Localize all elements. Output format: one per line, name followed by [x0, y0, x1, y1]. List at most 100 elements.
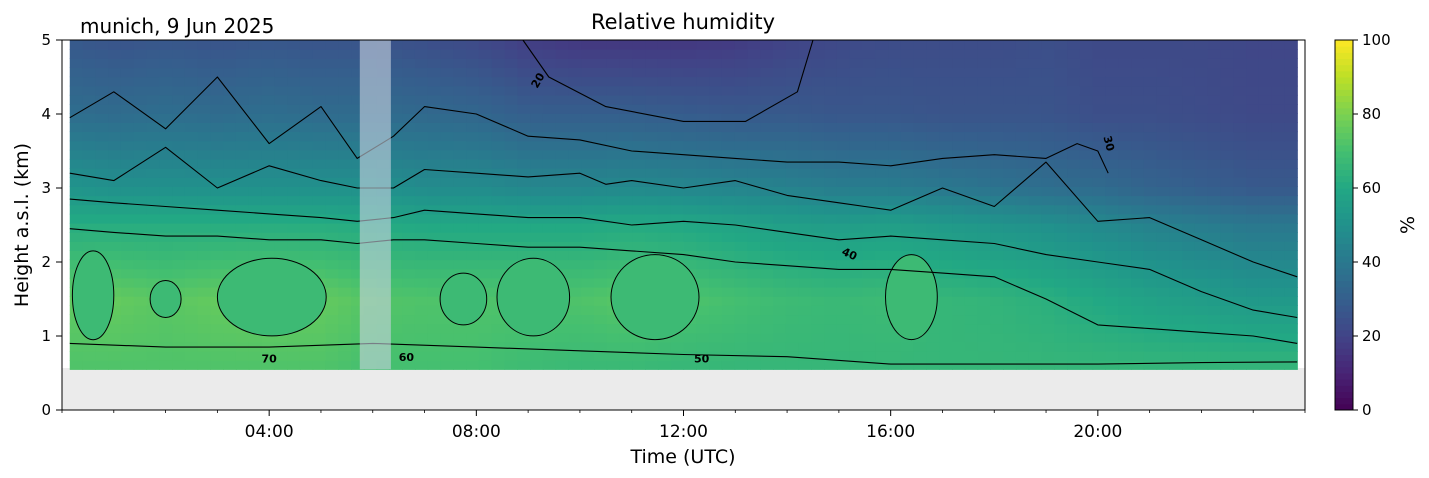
- heatmap-cell: [1041, 104, 1055, 114]
- heatmap-cell: [990, 341, 1004, 352]
- heatmap-cell: [568, 168, 582, 178]
- heatmap-cell: [338, 314, 352, 325]
- heatmap-cell: [964, 241, 979, 251]
- heatmap-cell: [1079, 232, 1094, 242]
- heatmap-cell: [338, 94, 352, 105]
- heatmap-cell: [657, 241, 672, 251]
- heatmap-cell: [1156, 286, 1170, 297]
- heatmap-cell: [504, 341, 518, 352]
- heatmap-cell: [351, 232, 365, 242]
- heatmap-cell: [172, 305, 186, 316]
- heatmap-cell: [734, 58, 749, 69]
- heatmap-cell: [1079, 222, 1094, 233]
- heatmap-cell: [351, 195, 365, 206]
- heatmap-cell: [159, 158, 173, 169]
- heatmap-cell: [466, 113, 480, 123]
- heatmap-cell: [427, 76, 442, 87]
- heatmap-cell: [210, 277, 224, 288]
- heatmap-cell: [172, 250, 186, 261]
- heatmap-cell: [261, 204, 275, 215]
- heatmap-cell: [939, 49, 953, 59]
- heatmap-cell: [568, 131, 582, 142]
- heatmap-cell: [632, 241, 646, 251]
- colorbar-segment: [1335, 58, 1353, 66]
- heatmap-cell: [670, 195, 685, 206]
- heatmap-cell: [1041, 140, 1055, 151]
- heatmap-cell: [568, 351, 582, 361]
- heatmap-cell: [581, 149, 595, 160]
- heatmap-cell: [1079, 332, 1094, 343]
- heatmap-cell: [197, 323, 212, 334]
- heatmap-cell: [1233, 76, 1247, 87]
- heatmap-cell: [389, 360, 403, 370]
- heatmap-cell: [261, 58, 275, 69]
- heatmap-cell: [990, 241, 1004, 251]
- heatmap-cell: [670, 351, 685, 361]
- heatmap-cell: [351, 177, 365, 187]
- heatmap-cell: [632, 168, 646, 178]
- heatmap-cell: [581, 296, 595, 306]
- heatmap-cell: [287, 67, 301, 78]
- heatmap-cell: [1079, 195, 1094, 206]
- heatmap-cell: [632, 113, 646, 123]
- heatmap-cell: [197, 149, 212, 160]
- heatmap-cell: [325, 177, 339, 187]
- heatmap-cell: [351, 296, 365, 306]
- heatmap-cell: [1258, 314, 1273, 325]
- heatmap-cell: [1041, 85, 1055, 96]
- heatmap-cell: [440, 158, 454, 169]
- heatmap-cell: [338, 40, 352, 50]
- heatmap-cell: [824, 58, 838, 69]
- heatmap-cell: [1067, 323, 1081, 334]
- heatmap-cell: [619, 94, 633, 105]
- heatmap-cell: [747, 259, 761, 270]
- heatmap-cell: [939, 341, 953, 352]
- colorbar-segment: [1335, 70, 1353, 78]
- heatmap-cell: [402, 168, 416, 178]
- heatmap-cell: [172, 58, 186, 69]
- heatmap-cell: [849, 341, 864, 352]
- heatmap-cell: [747, 332, 761, 343]
- heatmap-cell: [95, 360, 109, 370]
- colorbar-segment: [1335, 151, 1353, 158]
- heatmap-cell: [811, 85, 825, 96]
- heatmap-cell: [1220, 158, 1234, 169]
- heatmap-cell: [120, 58, 135, 69]
- heatmap-cell: [849, 351, 864, 361]
- heatmap-cell: [427, 49, 442, 59]
- heatmap-cell: [1220, 323, 1234, 334]
- heatmap-cell: [133, 204, 148, 215]
- heatmap-cell: [1233, 40, 1247, 50]
- heatmap-cell: [1092, 49, 1107, 59]
- heatmap-cell: [159, 58, 173, 69]
- heatmap-cell: [108, 268, 122, 279]
- heatmap-cell: [402, 85, 416, 96]
- heatmap-cell: [274, 49, 288, 59]
- heatmap-cell: [82, 140, 96, 151]
- heatmap-cell: [581, 85, 595, 96]
- heatmap-cell: [926, 213, 940, 224]
- heatmap-cell: [427, 186, 442, 197]
- heatmap-cell: [581, 222, 595, 233]
- heatmap-cell: [504, 168, 518, 178]
- heatmap-cell: [913, 140, 928, 151]
- heatmap-cell: [1194, 314, 1209, 325]
- heatmap-cell: [849, 76, 864, 87]
- heatmap-cell: [798, 140, 812, 151]
- heatmap-cell: [120, 131, 135, 142]
- heatmap-cell: [1143, 149, 1158, 160]
- heatmap-cell: [964, 40, 979, 50]
- heatmap-cell: [1246, 232, 1260, 242]
- heatmap-cell: [990, 195, 1004, 206]
- heatmap-cell: [402, 122, 416, 133]
- heatmap-cell: [798, 49, 812, 59]
- heatmap-cell: [594, 213, 608, 224]
- heatmap-cell: [568, 113, 582, 123]
- heatmap-cell: [875, 277, 889, 288]
- heatmap-cell: [875, 286, 889, 297]
- heatmap-cell: [1207, 85, 1222, 96]
- heatmap-cell: [210, 332, 224, 343]
- heatmap-cell: [939, 250, 953, 261]
- heatmap-cell: [159, 323, 173, 334]
